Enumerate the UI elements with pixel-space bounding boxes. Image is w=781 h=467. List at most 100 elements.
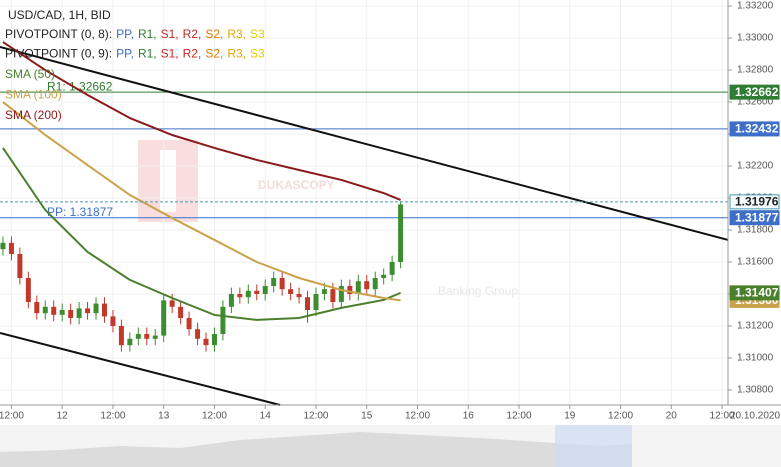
x-tick-label: 12:00 bbox=[608, 411, 633, 422]
x-tick-label: 12:00 bbox=[405, 411, 430, 422]
candle-body bbox=[8, 242, 14, 255]
candle-body bbox=[237, 293, 243, 298]
candle-body bbox=[169, 300, 175, 307]
date-label: 20.10.2020 bbox=[730, 411, 780, 422]
legend-item: R3, bbox=[227, 27, 246, 41]
candle-body bbox=[296, 293, 302, 298]
y-tick-label: 1.31800 bbox=[737, 225, 774, 236]
legend-item: PP, bbox=[116, 27, 134, 41]
legend-item: S3 bbox=[250, 27, 265, 41]
candle-body bbox=[178, 306, 184, 318]
chart-title: USD/CAD, 1H, BID bbox=[8, 8, 111, 22]
price-box-label: 1.31877 bbox=[735, 210, 779, 224]
candle-body bbox=[381, 274, 387, 278]
candle-body bbox=[59, 309, 65, 315]
y-tick-label: 1.31200 bbox=[737, 321, 774, 332]
candle-body bbox=[101, 303, 107, 317]
x-tick-label: 12:00 bbox=[507, 411, 532, 422]
candle-body bbox=[42, 306, 48, 314]
candle-body bbox=[110, 316, 116, 326]
x-tick-label: 12:00 bbox=[0, 411, 24, 422]
candle-body bbox=[135, 333, 141, 339]
candle-body bbox=[68, 309, 74, 318]
y-tick-label: 1.33200 bbox=[737, 1, 774, 12]
x-tick-label: 12:00 bbox=[303, 411, 328, 422]
y-tick-label: 1.33000 bbox=[737, 33, 774, 44]
candle-body bbox=[127, 338, 133, 346]
y-tick-label: 1.32200 bbox=[737, 161, 774, 172]
candle-body bbox=[305, 297, 311, 310]
candle-body bbox=[76, 308, 82, 318]
candle-body bbox=[186, 317, 192, 330]
legend-item: PP, bbox=[116, 47, 134, 61]
legend-item: S1, bbox=[161, 47, 179, 61]
y-tick-label: 1.32600 bbox=[737, 97, 774, 108]
candle-body bbox=[195, 329, 201, 339]
candle-body bbox=[85, 308, 91, 314]
legend-item: R1, bbox=[138, 27, 157, 41]
x-tick-label: 14 bbox=[260, 411, 272, 422]
legend-entry: PIVOTPOINT (0, 9): PP, R1, S1, R2, S2, R3, S3 bbox=[5, 47, 265, 61]
sma-line bbox=[2, 41, 401, 201]
candle-body bbox=[279, 277, 285, 290]
x-tick-label: 15 bbox=[361, 411, 373, 422]
candle-body bbox=[93, 303, 99, 314]
sma-line bbox=[2, 101, 401, 302]
candle-body bbox=[34, 301, 40, 314]
candle-body bbox=[372, 277, 378, 290]
x-tick-label: 12:00 bbox=[710, 411, 735, 422]
legend-item: R3, bbox=[227, 47, 246, 61]
level-annotation: R1: 1.32662 bbox=[47, 79, 113, 93]
legend-item: S3 bbox=[250, 47, 265, 61]
candle-body bbox=[51, 306, 57, 315]
legend-entry: SMA (200) bbox=[5, 108, 62, 122]
y-tick-label: 1.32800 bbox=[737, 65, 774, 76]
price-box bbox=[729, 194, 780, 210]
candle-body bbox=[245, 290, 251, 298]
candle-body bbox=[271, 277, 277, 286]
price-box bbox=[729, 84, 780, 100]
candle-body bbox=[389, 262, 395, 275]
trendline bbox=[0, 332, 281, 406]
x-tick-label: 20 bbox=[666, 411, 678, 422]
legend-entry: SMA (100) bbox=[5, 88, 62, 102]
sma-line bbox=[2, 147, 401, 321]
candle-body bbox=[330, 289, 336, 302]
navigator-area bbox=[0, 432, 632, 467]
candle-body bbox=[17, 254, 23, 278]
navigator[interactable] bbox=[0, 425, 781, 467]
y-tick-label: 1.31000 bbox=[737, 353, 774, 364]
trendline bbox=[0, 46, 729, 241]
candle-body bbox=[347, 285, 353, 294]
legend-item: S2, bbox=[205, 27, 223, 41]
price-box-label: 1.31407 bbox=[735, 286, 779, 300]
navigator-window[interactable] bbox=[555, 425, 632, 467]
x-tick-label: 12:00 bbox=[100, 411, 125, 422]
x-tick-label: 12:00 bbox=[202, 411, 227, 422]
candle-body bbox=[211, 333, 217, 346]
level-annotation: PP: 1.31877 bbox=[47, 205, 113, 219]
candle-body bbox=[254, 290, 260, 294]
candle-body bbox=[161, 300, 167, 336]
x-tick-label: 12 bbox=[57, 411, 69, 422]
price-box bbox=[729, 121, 780, 137]
legend-item: R2, bbox=[183, 47, 202, 61]
legend-name: PIVOTPOINT (0, 8): bbox=[5, 27, 112, 41]
candle-body bbox=[25, 277, 31, 302]
candle-body bbox=[262, 285, 268, 294]
legend-name: PIVOTPOINT (0, 9): bbox=[5, 47, 112, 61]
candle-body bbox=[313, 293, 319, 310]
x-tick-label: 16 bbox=[463, 411, 475, 422]
candle-body bbox=[288, 289, 294, 294]
y-tick-label: 1.30800 bbox=[737, 385, 774, 396]
x-tick-label: 13 bbox=[158, 411, 170, 422]
x-tick-label: 19 bbox=[564, 411, 576, 422]
y-tick-label: 1.31600 bbox=[737, 257, 774, 268]
candle-body bbox=[118, 325, 124, 346]
candle-body bbox=[364, 281, 370, 290]
candle-body bbox=[228, 293, 234, 307]
price-box-label: 1.32432 bbox=[735, 122, 779, 136]
candle-body bbox=[338, 285, 344, 302]
